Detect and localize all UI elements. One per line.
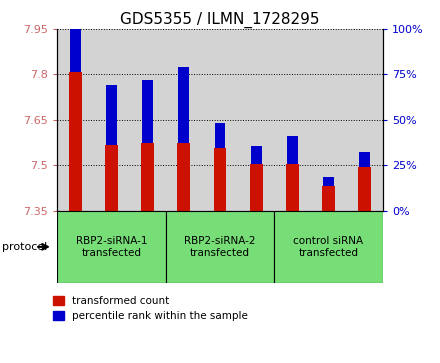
- Bar: [359, 152, 370, 167]
- Bar: [274, 29, 311, 211]
- Bar: [347, 29, 383, 211]
- Text: RBP2-siRNA-1
transfected: RBP2-siRNA-1 transfected: [76, 236, 147, 258]
- Bar: [322, 186, 335, 211]
- Bar: [105, 144, 118, 211]
- Bar: [166, 29, 202, 211]
- Bar: [238, 29, 274, 211]
- Bar: [215, 122, 225, 148]
- Bar: [70, 0, 81, 72]
- Bar: [311, 29, 347, 211]
- Bar: [57, 29, 93, 211]
- Bar: [93, 29, 129, 211]
- Bar: [359, 167, 371, 211]
- Bar: [323, 177, 334, 186]
- Bar: [142, 80, 153, 143]
- Title: GDS5355 / ILMN_1728295: GDS5355 / ILMN_1728295: [120, 12, 320, 28]
- Bar: [274, 211, 383, 283]
- Text: control siRNA
transfected: control siRNA transfected: [293, 236, 363, 258]
- Bar: [251, 146, 261, 164]
- Bar: [177, 143, 190, 211]
- Bar: [202, 29, 238, 211]
- Bar: [166, 211, 274, 283]
- Bar: [57, 211, 166, 283]
- Bar: [214, 148, 226, 211]
- Bar: [287, 136, 298, 164]
- Bar: [129, 29, 166, 211]
- Text: protocol: protocol: [2, 242, 48, 252]
- Bar: [286, 164, 299, 211]
- Bar: [69, 72, 82, 211]
- Bar: [250, 164, 263, 211]
- Text: RBP2-siRNA-2
transfected: RBP2-siRNA-2 transfected: [184, 236, 256, 258]
- Bar: [141, 143, 154, 211]
- Bar: [179, 67, 189, 143]
- Bar: [106, 85, 117, 144]
- Legend: transformed count, percentile rank within the sample: transformed count, percentile rank withi…: [49, 292, 252, 326]
